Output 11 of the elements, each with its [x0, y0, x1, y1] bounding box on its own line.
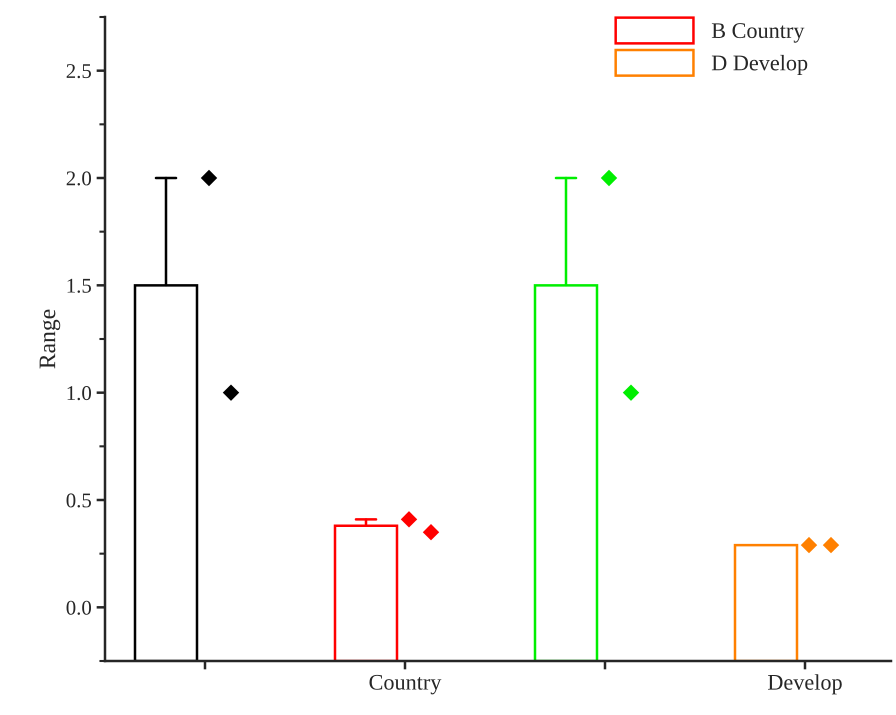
- y-axis-title: Range: [40, 310, 60, 368]
- y-tick-label: 0.0: [66, 600, 92, 615]
- y-tick-label: 2.0: [66, 171, 92, 186]
- x-tick-label: Develop: [768, 674, 842, 694]
- legend-label: B Country: [712, 23, 804, 43]
- legend-label: D Develop: [712, 54, 808, 75]
- y-tick-label: 0.5: [66, 493, 91, 508]
- y-tick-label: 1.0: [68, 386, 92, 400]
- x-tick-label: Country: [369, 674, 442, 694]
- y-tick-label: 2.5: [66, 64, 91, 78]
- y-tick-label: 1.5: [68, 278, 91, 293]
